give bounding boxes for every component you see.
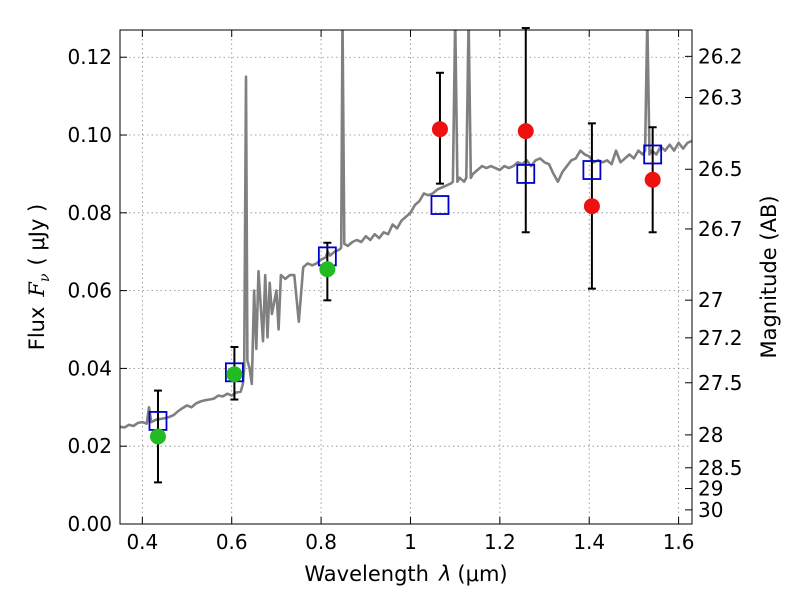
y-tick-label: 0.06 (67, 279, 112, 303)
model-square-point (430, 195, 450, 215)
model-square-point (643, 144, 663, 165)
axis-ticks: 0.4 0.6 0.8 1 1.2 1.4 1.6 0.00 0.02 0.04 0.06 0.08 0… (67, 30, 743, 554)
model-spectrum-line (120, 30, 692, 429)
y-tick-label: 0.12 (67, 45, 112, 69)
x-axis-label: Wavelength λ (μm) (304, 562, 507, 586)
x-tick-label: 0.6 (216, 530, 248, 554)
mag-tick-label: 27.2 (698, 326, 743, 350)
x-tick-label: 1.4 (573, 530, 605, 554)
model-square-point (516, 164, 536, 184)
observed-point-red (431, 121, 448, 138)
y-axis-label: FluxFν( μJy ) (25, 204, 53, 350)
model-spectrum-layer (120, 30, 692, 429)
mag-tick-label: 28.5 (698, 456, 743, 480)
x-tick-label: 1.6 (663, 530, 695, 554)
y-tick-label: 0.04 (67, 356, 112, 380)
error-bars (153, 27, 657, 484)
y-tick-label: 0.00 (67, 512, 112, 536)
x-tick-label: 1 (404, 530, 417, 554)
model-square-point (582, 160, 602, 180)
observed-point-green (226, 366, 243, 383)
grid (120, 30, 692, 524)
plot-frame (119, 29, 693, 525)
mag-tick-label: 29 (698, 477, 723, 501)
mag-tick-label: 28 (698, 423, 723, 447)
mag-tick-label: 27 (698, 288, 723, 312)
y2-axis-label: Magnitude (AB) (757, 195, 781, 358)
y-tick-label: 0.02 (67, 434, 112, 458)
observed-point-red (644, 171, 661, 188)
mag-tick-label: 27.5 (698, 371, 743, 395)
data-markers (148, 121, 663, 445)
mag-tick-label: 26.5 (698, 157, 743, 181)
x-tick-label: 0.4 (126, 530, 158, 554)
mag-tick-label: 26.7 (698, 217, 743, 241)
observed-point-red (583, 198, 600, 215)
x-tick-label: 1.2 (484, 530, 516, 554)
y-tick-label: 0.10 (67, 123, 112, 147)
mag-tick-label: 30 (698, 498, 723, 522)
mag-tick-label: 26.3 (698, 85, 743, 109)
x-tick-label: 0.8 (305, 530, 337, 554)
y-tick-label: 0.08 (67, 201, 112, 225)
mag-tick-label: 26.2 (698, 44, 743, 68)
observed-point-green (149, 428, 166, 445)
observed-point-red (517, 123, 534, 140)
observed-point-green (319, 261, 336, 278)
